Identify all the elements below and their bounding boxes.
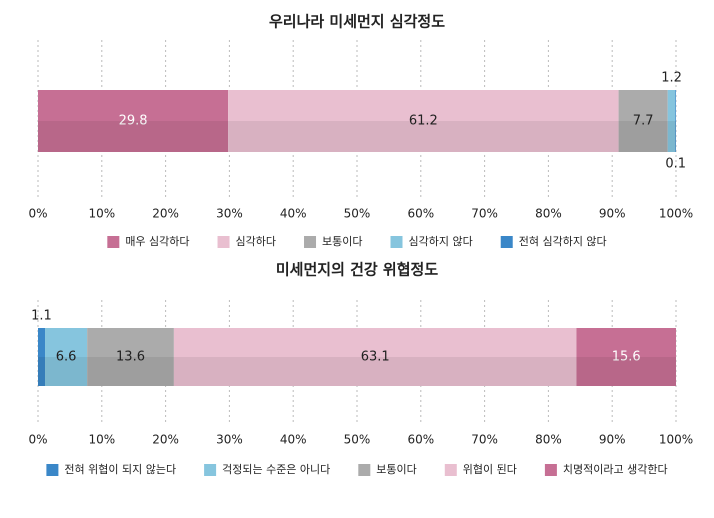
legend-swatch xyxy=(544,464,557,476)
legend-label: 매우 심각하다 xyxy=(125,234,189,248)
value-label: 61.2 xyxy=(409,114,438,129)
x-tick-label: 70% xyxy=(471,433,498,447)
value-label: 6.6 xyxy=(56,350,77,365)
legend-label: 보통이다 xyxy=(376,463,416,476)
bar-segment xyxy=(45,328,88,386)
x-tick-label: 50% xyxy=(344,433,371,447)
chart-title: 우리나라 미세먼지 심각정도 xyxy=(269,13,445,31)
x-tick-label: 30% xyxy=(216,207,243,221)
legend-label: 위협이 된다 xyxy=(463,463,517,476)
bar-segment xyxy=(228,90,619,152)
x-tick-label: 30% xyxy=(216,433,243,447)
x-tick-label: 0% xyxy=(28,207,47,221)
x-tick-label: 20% xyxy=(152,207,179,221)
value-label: 1.1 xyxy=(31,309,52,324)
x-tick-label: 60% xyxy=(407,433,434,447)
x-tick-label: 0% xyxy=(28,433,47,447)
x-tick-label: 10% xyxy=(88,433,115,447)
bar-segment xyxy=(38,90,229,152)
bar-segment xyxy=(618,90,668,152)
legend-swatch xyxy=(46,464,59,476)
x-tick-label: 20% xyxy=(152,433,179,447)
value-label: 0.1 xyxy=(665,157,686,172)
legend-label: 전혀 위협이 되지 않는다 xyxy=(64,463,176,476)
value-label: 1.2 xyxy=(661,71,682,86)
legend-swatch xyxy=(390,236,403,248)
bar-segment xyxy=(576,328,676,386)
bar-segment xyxy=(87,328,174,386)
legend-swatch xyxy=(304,236,317,248)
x-tick-label: 100% xyxy=(659,433,693,447)
bar-segment xyxy=(38,328,46,386)
legend-swatch xyxy=(358,464,371,476)
legend-label: 보통이다 xyxy=(322,235,362,248)
legend-swatch xyxy=(444,464,457,476)
x-tick-label: 90% xyxy=(599,207,626,221)
x-tick-label: 80% xyxy=(535,207,562,221)
legend-swatch xyxy=(500,236,513,248)
bar-segment xyxy=(173,328,577,386)
bar-segment xyxy=(675,90,676,152)
value-label: 7.7 xyxy=(633,114,654,129)
chart-title: 미세먼지의 건강 위협정도 xyxy=(276,261,438,279)
x-tick-label: 40% xyxy=(280,433,307,447)
bar-segment xyxy=(667,90,676,152)
legend-label: 치명적이라고 생각한다 xyxy=(563,463,668,476)
legend-swatch xyxy=(204,464,217,476)
legend-label: 심각하지 않다 xyxy=(409,234,473,248)
x-tick-label: 60% xyxy=(407,207,434,221)
value-label: 15.6 xyxy=(612,350,641,365)
legend-swatch xyxy=(217,236,230,248)
legend-label: 심각하다 xyxy=(236,234,276,248)
legend-label: 전혀 심각하지 않다 xyxy=(519,234,607,248)
value-label: 63.1 xyxy=(361,350,390,365)
x-tick-label: 70% xyxy=(471,207,498,221)
x-tick-label: 40% xyxy=(280,207,307,221)
bar-shade xyxy=(38,357,676,386)
x-tick-label: 100% xyxy=(659,207,693,221)
x-tick-label: 90% xyxy=(599,433,626,447)
bar-shade xyxy=(38,121,676,152)
x-tick-label: 10% xyxy=(88,207,115,221)
x-tick-label: 80% xyxy=(535,433,562,447)
legend-swatch xyxy=(107,236,120,248)
legend-label: 걱정되는 수준은 아니다 xyxy=(222,463,330,476)
x-tick-label: 50% xyxy=(344,207,371,221)
value-label: 29.8 xyxy=(119,114,148,129)
value-label: 13.6 xyxy=(116,350,145,365)
